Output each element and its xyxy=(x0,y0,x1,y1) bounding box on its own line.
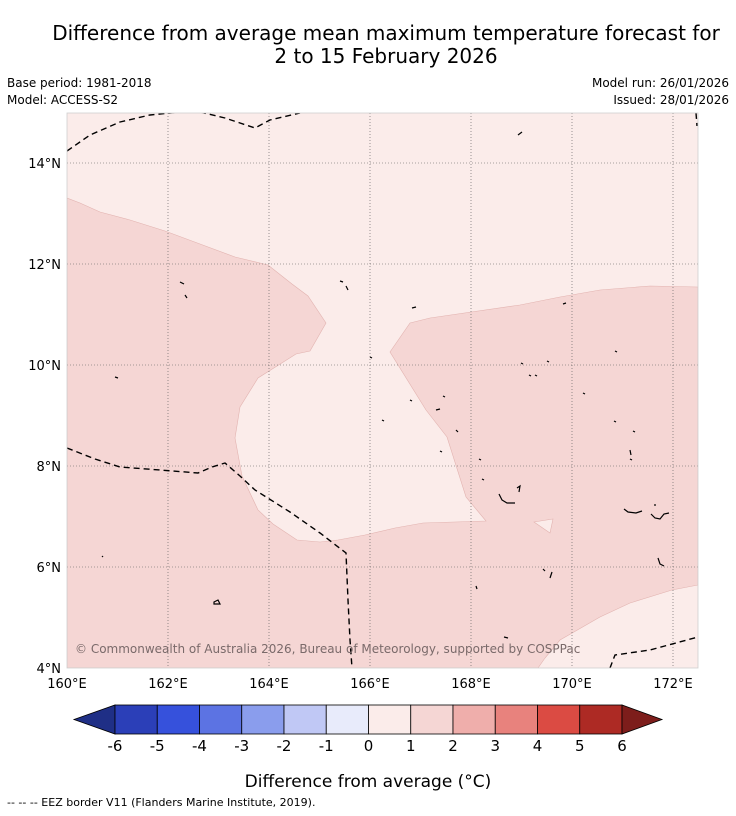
lon-tick-160: 160°E xyxy=(47,677,87,692)
lon-tick-172: 172°E xyxy=(653,677,693,692)
colorbar-arrow-low xyxy=(72,704,116,735)
colorbar-segment xyxy=(410,704,454,735)
colorbar-tick-label: -6 xyxy=(108,737,123,755)
colorbar-segment xyxy=(283,704,327,735)
colorbar-tick-label: 1 xyxy=(406,737,416,755)
colorbar-tick-label: -3 xyxy=(234,737,249,755)
colorbar xyxy=(72,704,664,735)
colorbar-segment xyxy=(114,704,158,735)
lat-tick-6: 6°N xyxy=(37,561,62,576)
colorbar-label: Difference from average (°C) xyxy=(244,772,492,792)
meta-right: Model run: 26/01/2026 Issued: 28/01/2026 xyxy=(592,75,729,109)
eez-borders xyxy=(67,113,698,668)
map-frame xyxy=(66,112,699,669)
lat-tick-14: 14°N xyxy=(28,157,61,172)
gridlines xyxy=(67,113,698,668)
map-area: © Commonwealth of Australia 2026, Bureau… xyxy=(67,113,698,668)
lat-tick-10: 10°N xyxy=(28,359,61,374)
colorbar-segment xyxy=(325,704,369,735)
colorbar-tick-label: 2 xyxy=(448,737,458,755)
colorbar-segment xyxy=(452,704,496,735)
lat-tick-8: 8°N xyxy=(37,460,62,475)
islands xyxy=(101,131,670,639)
map-title: Difference from average mean maximum tem… xyxy=(0,22,736,68)
issued-date: Issued: 28/01/2026 xyxy=(613,93,729,107)
colorbar-tick-label: -2 xyxy=(277,737,292,755)
axis-labels: 160°E 162°E 164°E 166°E 168°E 170°E 172°… xyxy=(28,157,693,692)
lon-tick-166: 166°E xyxy=(350,677,390,692)
eez-footer-note: -- -- -- EEZ border V11 (Flanders Marine… xyxy=(7,796,316,809)
model-name: Model: ACCESS-S2 xyxy=(7,93,119,107)
colorbar-tick-label: -1 xyxy=(319,737,334,755)
lon-tick-162: 162°E xyxy=(148,677,188,692)
colorbar-segment xyxy=(368,704,412,735)
lon-tick-164: 164°E xyxy=(249,677,289,692)
colorbar-segment xyxy=(494,704,538,735)
colorbar-ticks: -6 -5 -4 -3 -2 -1 0 1 2 3 4 5 6 xyxy=(108,737,627,755)
colorbar-tick-label: -4 xyxy=(192,737,207,755)
copyright-watermark: © Commonwealth of Australia 2026, Bureau… xyxy=(75,642,580,656)
colorbar-segment xyxy=(199,704,243,735)
lon-tick-170: 170°E xyxy=(552,677,592,692)
colorbar-tick-label: 6 xyxy=(617,737,627,755)
colorbar-tick-label: -5 xyxy=(150,737,165,755)
title-line-2: 2 to 15 February 2026 xyxy=(274,44,498,68)
meta-left: Base period: 1981-2018 Model: ACCESS-S2 xyxy=(7,75,152,109)
colorbar-segment xyxy=(537,704,581,735)
colorbar-tick-label: 5 xyxy=(575,737,585,755)
lat-tick-12: 12°N xyxy=(28,258,61,273)
colorbar-tick-label: 3 xyxy=(490,737,500,755)
lat-tick-4: 4°N xyxy=(37,662,62,677)
colorbar-tick-label: 0 xyxy=(364,737,374,755)
base-period: Base period: 1981-2018 xyxy=(7,76,152,90)
colorbar-segment xyxy=(241,704,285,735)
model-run: Model run: 26/01/2026 xyxy=(591,76,729,90)
colorbar-arrow-high xyxy=(621,704,664,735)
title-line-1: Difference from average mean maximum tem… xyxy=(52,21,720,45)
anomaly-patch-0-1 xyxy=(533,518,554,534)
lon-tick-168: 168°E xyxy=(451,677,491,692)
colorbar-segment xyxy=(156,704,200,735)
anomaly-region-1-2 xyxy=(67,197,698,668)
colorbar-tick-label: 4 xyxy=(533,737,543,755)
colorbar-segment xyxy=(579,704,623,735)
